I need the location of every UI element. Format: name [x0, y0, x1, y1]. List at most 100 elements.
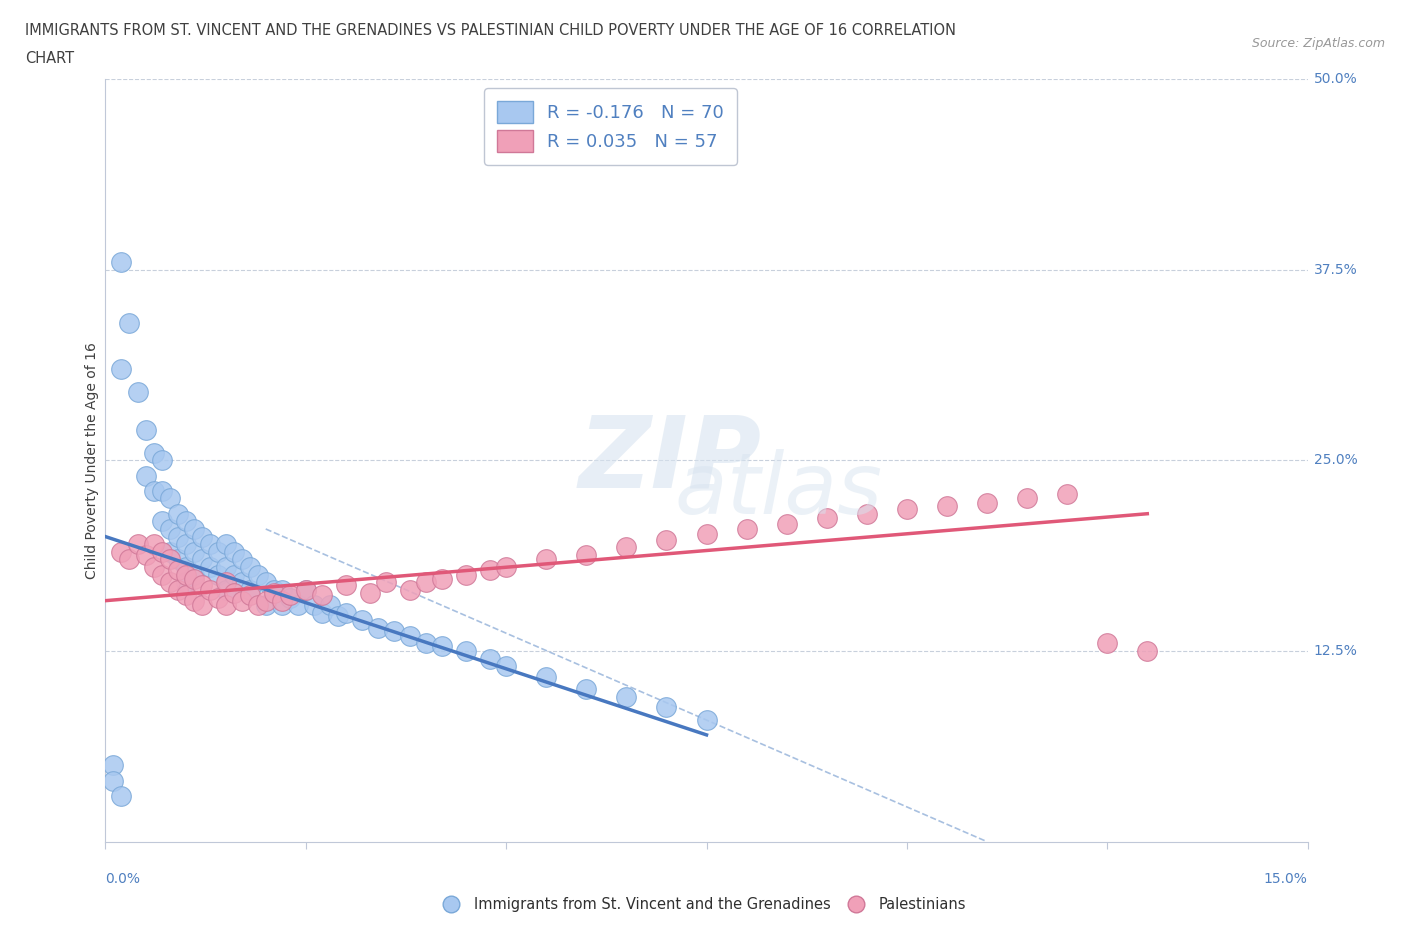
Point: [359, 586, 381, 601]
Text: 37.5%: 37.5%: [1313, 262, 1357, 277]
Point: [696, 712, 718, 727]
Text: 12.5%: 12.5%: [1313, 644, 1357, 658]
Point: [135, 468, 157, 483]
Y-axis label: Child Poverty Under the Age of 16: Child Poverty Under the Age of 16: [84, 342, 98, 578]
Point: [367, 620, 389, 635]
Point: [1017, 491, 1039, 506]
Point: [150, 514, 173, 529]
Point: [174, 560, 197, 575]
Point: [311, 605, 333, 620]
Point: [150, 544, 173, 559]
Point: [855, 506, 877, 521]
Point: [382, 624, 405, 639]
Point: [142, 537, 165, 551]
Point: [239, 582, 262, 597]
Point: [335, 578, 357, 592]
Point: [222, 544, 245, 559]
Point: [616, 689, 638, 704]
Point: [183, 593, 205, 608]
Point: [183, 572, 205, 587]
Point: [207, 591, 229, 605]
Text: CHART: CHART: [25, 51, 75, 66]
Point: [1056, 486, 1078, 501]
Point: [166, 506, 188, 521]
Point: [214, 575, 236, 590]
Point: [231, 575, 253, 590]
Point: [159, 544, 181, 559]
Point: [896, 501, 918, 516]
Point: [174, 514, 197, 529]
Point: [430, 639, 453, 654]
Point: [374, 575, 398, 590]
Point: [183, 522, 205, 537]
Text: 25.0%: 25.0%: [1313, 453, 1357, 468]
Text: ZIP: ZIP: [579, 412, 762, 509]
Point: [142, 560, 165, 575]
Point: [616, 539, 638, 554]
Point: [127, 537, 149, 551]
Point: [696, 526, 718, 541]
Point: [335, 605, 357, 620]
Point: [166, 563, 188, 578]
Point: [214, 598, 236, 613]
Point: [166, 552, 188, 567]
Point: [190, 529, 212, 544]
Text: IMMIGRANTS FROM ST. VINCENT AND THE GRENADINES VS PALESTINIAN CHILD POVERTY UNDE: IMMIGRANTS FROM ST. VINCENT AND THE GREN…: [25, 23, 956, 38]
Point: [174, 567, 197, 582]
Point: [936, 498, 959, 513]
Point: [319, 598, 342, 613]
Point: [246, 598, 269, 613]
Point: [198, 582, 221, 597]
Point: [254, 598, 277, 613]
Point: [150, 453, 173, 468]
Point: [655, 700, 678, 715]
Point: [174, 537, 197, 551]
Point: [150, 484, 173, 498]
Point: [239, 587, 262, 602]
Point: [399, 582, 422, 597]
Point: [575, 682, 598, 697]
Point: [495, 560, 517, 575]
Point: [278, 591, 301, 605]
Text: Source: ZipAtlas.com: Source: ZipAtlas.com: [1251, 37, 1385, 50]
Text: atlas: atlas: [675, 449, 883, 532]
Point: [198, 537, 221, 551]
Text: 50.0%: 50.0%: [1313, 72, 1357, 86]
Point: [295, 582, 318, 597]
Point: [110, 789, 132, 804]
Point: [263, 586, 285, 601]
Point: [302, 598, 325, 613]
Point: [415, 636, 437, 651]
Point: [246, 567, 269, 582]
Point: [231, 552, 253, 567]
Point: [198, 560, 221, 575]
Point: [103, 773, 125, 788]
Point: [575, 548, 598, 563]
Point: [142, 445, 165, 460]
Point: [190, 552, 212, 567]
Point: [159, 522, 181, 537]
Text: 15.0%: 15.0%: [1264, 872, 1308, 886]
Text: 0.0%: 0.0%: [105, 872, 141, 886]
Point: [263, 582, 285, 597]
Point: [110, 255, 132, 270]
Point: [214, 537, 236, 551]
Point: [239, 560, 262, 575]
Point: [142, 484, 165, 498]
Point: [287, 598, 309, 613]
Point: [430, 572, 453, 587]
Point: [214, 560, 236, 575]
Point: [166, 582, 188, 597]
Legend: R = -0.176   N = 70, R = 0.035   N = 57: R = -0.176 N = 70, R = 0.035 N = 57: [484, 88, 737, 165]
Point: [110, 544, 132, 559]
Point: [295, 582, 318, 597]
Point: [190, 598, 212, 613]
Point: [479, 651, 502, 666]
Point: [103, 758, 125, 773]
Point: [183, 544, 205, 559]
Point: [231, 593, 253, 608]
Point: [135, 422, 157, 437]
Point: [159, 575, 181, 590]
Point: [118, 315, 141, 330]
Point: [254, 593, 277, 608]
